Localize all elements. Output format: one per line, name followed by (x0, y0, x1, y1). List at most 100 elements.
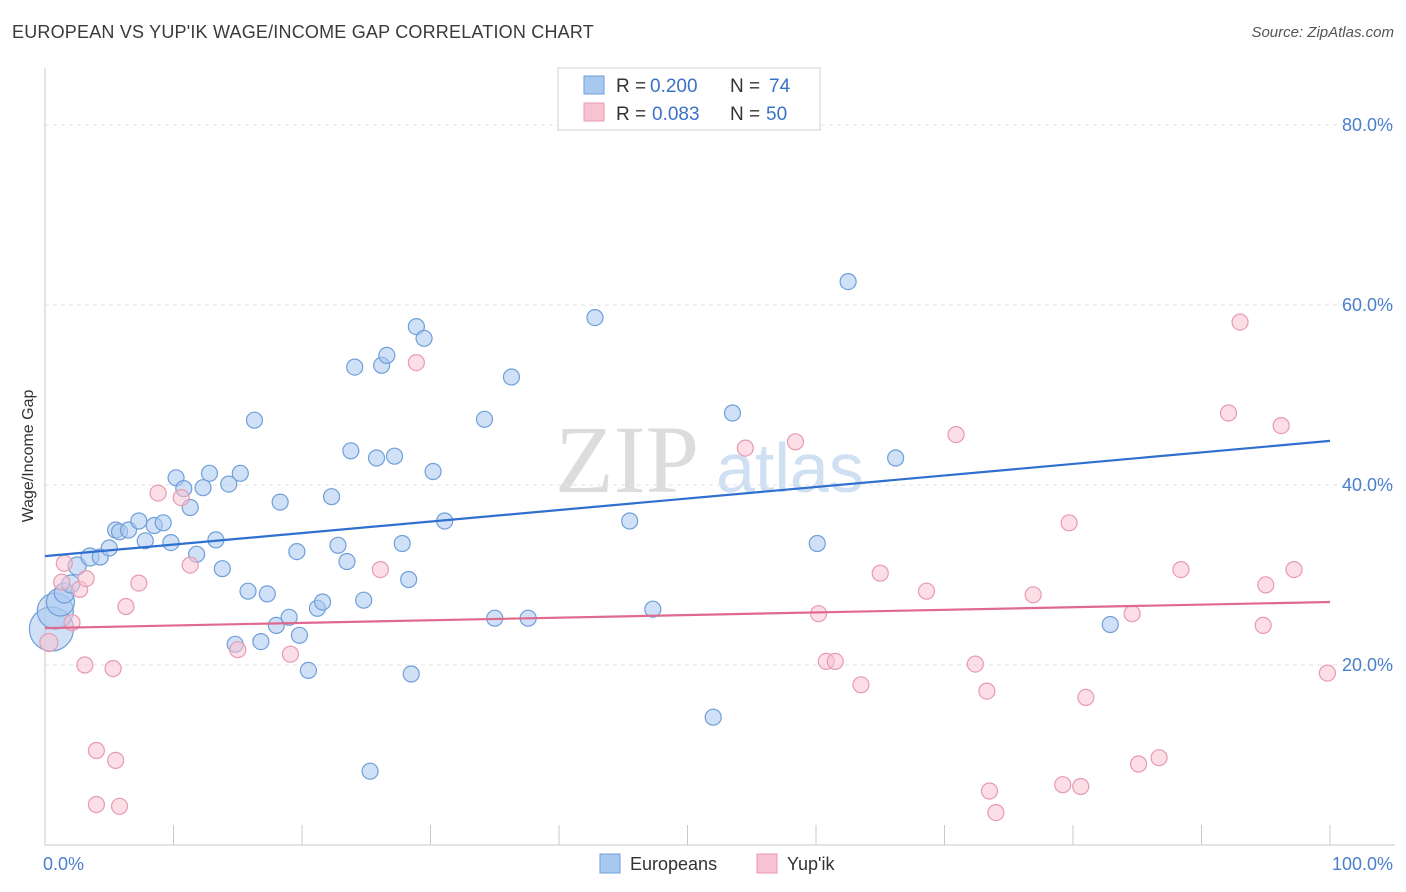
europeans-point (808, 534, 826, 553)
yupik-point (809, 605, 828, 623)
europeans-point (887, 449, 905, 467)
yupik-point (980, 782, 999, 800)
yupik-point (229, 641, 247, 659)
legend-n-label-yupik: N = (730, 104, 760, 125)
yupik-points (39, 313, 1337, 822)
trend-lines (44, 439, 1331, 630)
yupik-point (1219, 404, 1238, 422)
yupik-point (53, 573, 71, 591)
europeans-point (258, 585, 276, 603)
europeans-point (400, 570, 418, 589)
europeans-point (329, 536, 347, 554)
europeans-point (290, 626, 309, 644)
x-tick-label-max: 100.0% (1332, 854, 1393, 874)
europeans-point (239, 582, 257, 600)
legend: R = 0.200 N = 74 R = 0.083 N = 50 (557, 67, 821, 131)
bottom-legend-swatch-yupik (756, 853, 778, 874)
legend-n-label-europeans: N = (730, 76, 760, 97)
europeans-point (355, 591, 373, 609)
axes (44, 68, 1395, 846)
europeans-point (271, 493, 289, 511)
yupik-point (407, 354, 425, 372)
yupik-point (786, 433, 805, 451)
yupik-point (130, 574, 148, 592)
yupik-point (1060, 514, 1078, 532)
europeans-point (586, 309, 604, 327)
europeans-point (213, 560, 231, 578)
y-tick-label: 80.0% (1342, 115, 1393, 135)
europeans-point (621, 512, 639, 530)
europeans-point (385, 447, 404, 465)
yupik-point (826, 652, 844, 671)
europeans-point (200, 464, 219, 482)
europeans-point (402, 665, 420, 683)
europeans-point (723, 404, 742, 422)
legend-r-value-europeans: 0.200 (650, 76, 698, 97)
yupik-trend-line (44, 600, 1331, 630)
yupik-point (1272, 417, 1290, 435)
europeans-point (194, 479, 212, 497)
yupik-point (987, 803, 1005, 822)
bottom-legend: Europeans Yup'ik (599, 853, 835, 874)
x-tick-label-min: 0.0% (43, 854, 84, 874)
yupik-point (107, 751, 125, 770)
legend-r-label-yupik: R = (616, 104, 646, 125)
yupik-point (1318, 664, 1337, 682)
europeans-point (338, 552, 356, 571)
yupik-point (104, 659, 122, 678)
yupik-point (181, 556, 199, 574)
yupik-point (1129, 755, 1148, 773)
legend-swatch-europeans (583, 75, 605, 95)
europeans-point (367, 449, 386, 467)
europeans-point (415, 329, 433, 347)
europeans-point (322, 488, 341, 506)
europeans-point (136, 532, 154, 550)
yupik-point (966, 655, 984, 673)
yupik-point (76, 656, 94, 674)
europeans-point (839, 273, 857, 291)
yupik-point (1257, 576, 1275, 594)
yupik-point (55, 554, 73, 572)
europeans-point (299, 661, 318, 680)
bottom-legend-europeans: Europeans (630, 854, 717, 874)
yupik-point (1123, 605, 1141, 623)
europeans-point (245, 411, 264, 429)
y-tick-label: 40.0% (1342, 475, 1393, 495)
europeans-trend-line (44, 439, 1331, 558)
yupik-point (736, 439, 754, 457)
europeans-point (252, 632, 270, 651)
europeans-point (154, 514, 172, 532)
y-axis-label: Wage/Income Gap (20, 390, 37, 523)
yupik-point (110, 797, 129, 815)
europeans-point (475, 410, 494, 428)
y-tick-labels: 20.0% 40.0% 60.0% 80.0% (1342, 115, 1393, 675)
europeans-points (28, 273, 1119, 780)
europeans-point (644, 600, 662, 618)
y-tick-label: 20.0% (1342, 655, 1393, 675)
yupik-point (947, 426, 965, 444)
europeans-point (424, 462, 442, 481)
chart-title: EUROPEAN VS YUP'IK WAGE/INCOME GAP CORRE… (12, 22, 594, 42)
yupik-point (371, 560, 389, 579)
europeans-point (100, 539, 118, 557)
europeans-point (361, 762, 379, 780)
europeans-point (231, 464, 249, 482)
yupik-point (1254, 616, 1272, 635)
yupik-point (1024, 586, 1042, 604)
yupik-point (1231, 313, 1249, 331)
europeans-point (1101, 615, 1119, 634)
bottom-legend-swatch-europeans (599, 853, 621, 874)
y-tick-label: 60.0% (1342, 295, 1393, 315)
legend-n-value-europeans: 74 (769, 76, 791, 97)
yupik-point (117, 597, 135, 616)
watermark-zip: ZIP (555, 406, 699, 513)
yupik-point (1054, 776, 1072, 794)
yupik-point (1285, 560, 1303, 579)
yupik-point (87, 741, 106, 760)
yupik-point (1172, 560, 1190, 579)
yupik-point (978, 682, 996, 700)
yupik-point (852, 676, 870, 694)
legend-r-value-yupik: 0.083 (652, 104, 700, 125)
legend-n-value-yupik: 50 (766, 104, 787, 125)
